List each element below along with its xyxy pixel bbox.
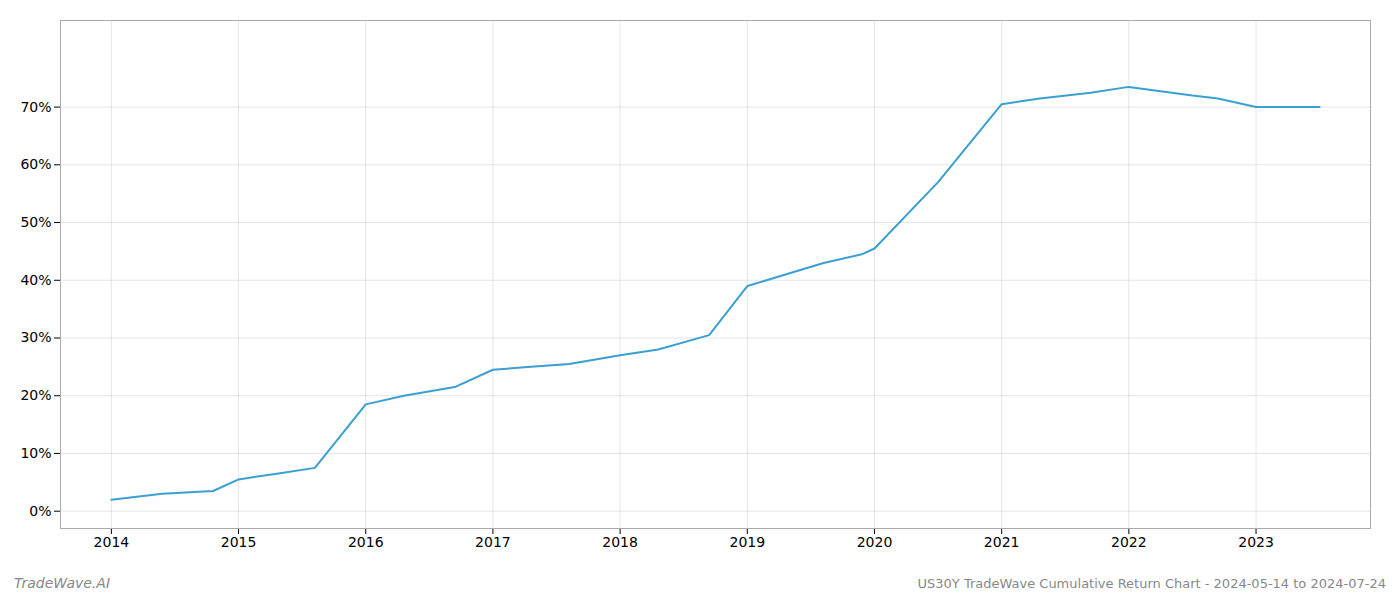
svg-text:2020: 2020 bbox=[857, 534, 893, 550]
svg-text:0%: 0% bbox=[29, 503, 51, 519]
html-text:US30Y TradeWave Cumulative Ret: US30Y TradeWave Cumulative Return Chart … bbox=[917, 575, 1386, 591]
svg-text:2016: 2016 bbox=[348, 534, 384, 550]
svg-text:2021: 2021 bbox=[984, 534, 1020, 550]
svg-text:20%: 20% bbox=[20, 387, 51, 403]
svg-text:2014: 2014 bbox=[94, 534, 130, 550]
svg-text:2017: 2017 bbox=[475, 534, 511, 550]
svg-text:30%: 30% bbox=[20, 329, 51, 345]
svg-text:10%: 10% bbox=[20, 445, 51, 461]
svg-text:2019: 2019 bbox=[729, 534, 765, 550]
svg-text:40%: 40% bbox=[20, 272, 51, 288]
svg-text:70%: 70% bbox=[20, 99, 51, 115]
svg-text:2023: 2023 bbox=[1238, 534, 1274, 550]
html-text:TradeWave.AI: TradeWave.AI bbox=[14, 575, 110, 591]
svg-text:2018: 2018 bbox=[602, 534, 638, 550]
svg-text:50%: 50% bbox=[20, 214, 51, 230]
svg-text:2015: 2015 bbox=[221, 534, 257, 550]
svg-text:60%: 60% bbox=[20, 156, 51, 172]
svg-text:2022: 2022 bbox=[1111, 534, 1147, 550]
